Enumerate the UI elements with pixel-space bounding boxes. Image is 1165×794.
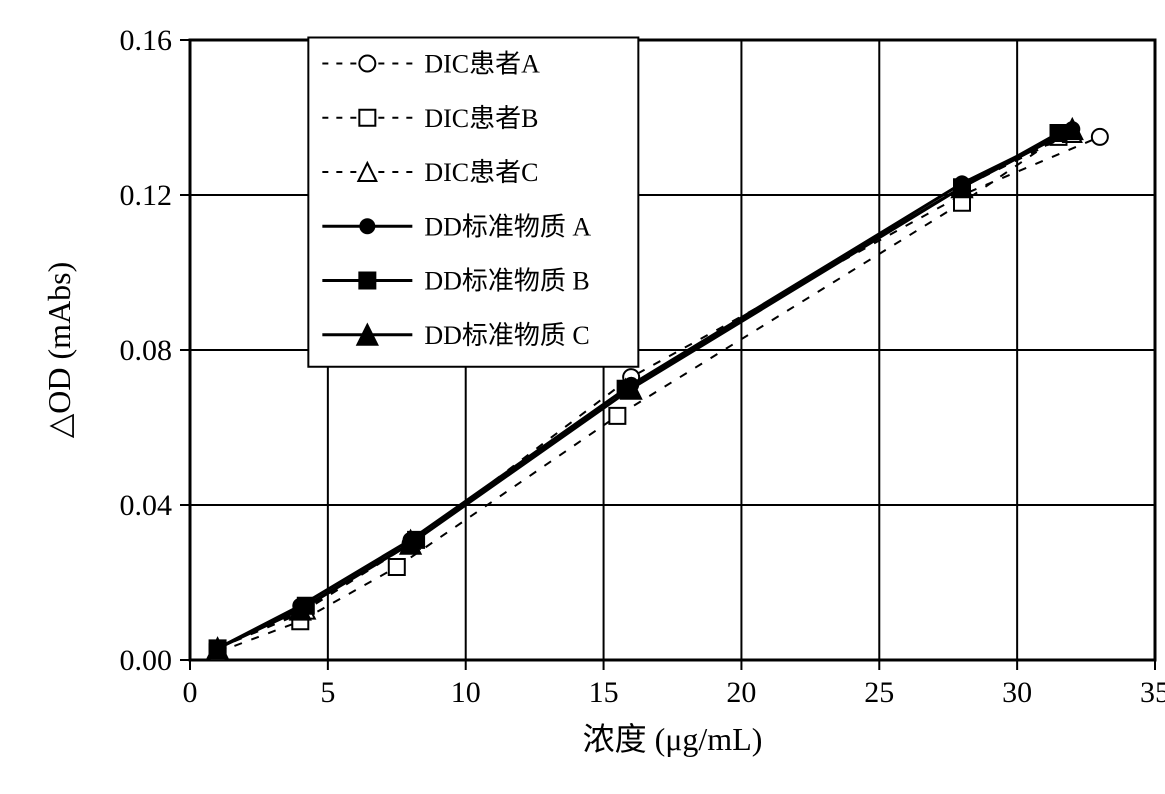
y-tick-label: 0.12 bbox=[120, 179, 173, 212]
x-tick-label: 20 bbox=[726, 676, 756, 709]
x-tick-label: 15 bbox=[589, 676, 619, 709]
y-tick-label: 0.04 bbox=[120, 489, 173, 522]
legend-label-dd-c: DD标准物质 C bbox=[424, 321, 589, 350]
y-tick-label: 0.08 bbox=[120, 334, 173, 367]
y-axis-label: △OD (mAbs) bbox=[41, 262, 77, 439]
legend-label-dd-b: DD标准物质 B bbox=[424, 267, 589, 296]
x-tick-label: 25 bbox=[864, 676, 894, 709]
y-tick-label: 0.16 bbox=[120, 24, 173, 57]
legend-label-dic-b: DIC患者B bbox=[424, 104, 538, 133]
legend-label-dic-c: DIC患者C bbox=[424, 158, 538, 187]
x-tick-label: 10 bbox=[451, 676, 481, 709]
legend-label-dic-a: DIC患者A bbox=[424, 50, 540, 79]
x-tick-label: 5 bbox=[320, 676, 335, 709]
y-tick-label: 0.00 bbox=[120, 644, 173, 677]
legend: DIC患者A DIC患者B DIC患者C DD标准物质 A DD标准物质 B DD标准物质… bbox=[308, 38, 638, 367]
chart-container: 0 5 10 15 20 25 30 35 0.00 0.04 0.08 0.12 0.16 浓度 (μg… bbox=[20, 20, 1165, 774]
chart-svg: 0 5 10 15 20 25 30 35 0.00 0.04 0.08 0.12 0.16 浓度 (μg… bbox=[20, 20, 1165, 774]
legend-label-dd-a: DD标准物质 A bbox=[424, 212, 591, 241]
x-tick-label: 35 bbox=[1140, 676, 1165, 709]
x-tick-label: 30 bbox=[1002, 676, 1032, 709]
x-tick-label: 0 bbox=[183, 676, 198, 709]
x-axis-label: 浓度 (μg/mL) bbox=[583, 721, 763, 757]
